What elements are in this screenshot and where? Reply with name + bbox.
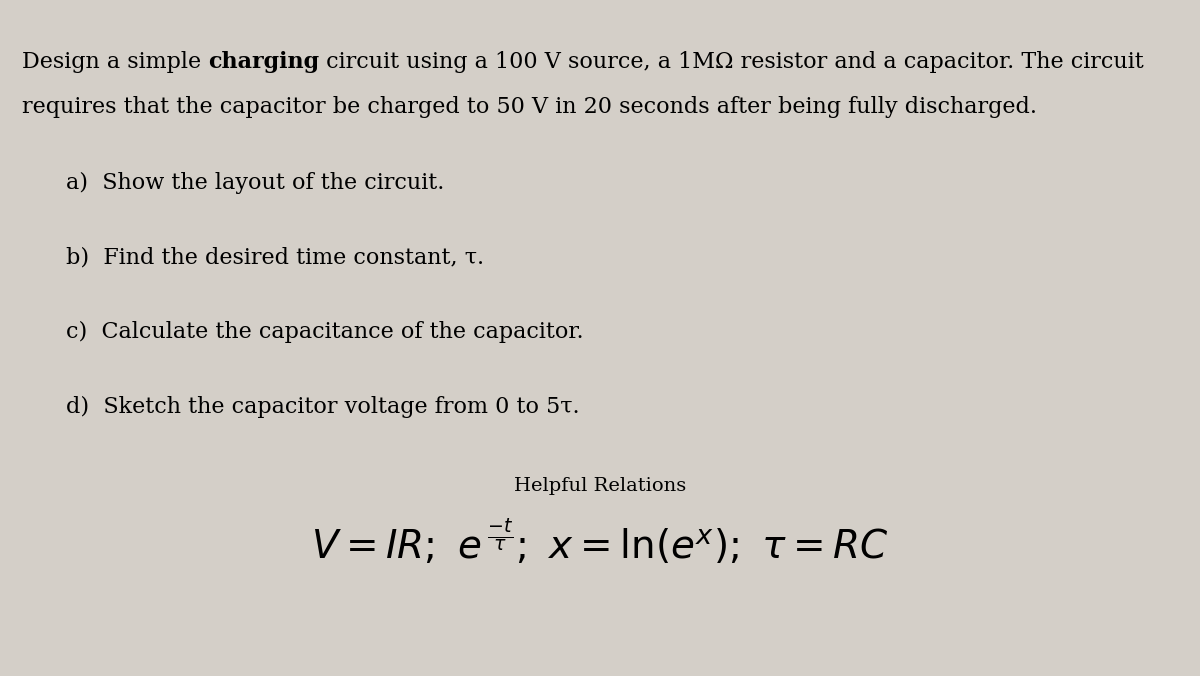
Text: charging: charging [208,51,319,73]
Text: b)  Find the desired time constant, τ.: b) Find the desired time constant, τ. [66,247,484,269]
Text: d)  Sketch the capacitor voltage from 0 to 5τ.: d) Sketch the capacitor voltage from 0 t… [66,395,580,418]
Text: requires that the capacitor be charged to 50 V in 20 seconds after being fully d: requires that the capacitor be charged t… [22,96,1037,118]
Text: a)  Show the layout of the circuit.: a) Show the layout of the circuit. [66,172,444,195]
Text: Helpful Relations: Helpful Relations [514,477,686,495]
Text: c)  Calculate the capacitance of the capacitor.: c) Calculate the capacitance of the capa… [66,321,583,343]
Text: Design a simple: Design a simple [22,51,208,73]
Text: $V = IR;\ e\,^{\frac{-t}{\tau}};\ x = \ln(e^{x});\ \tau = RC$: $V = IR;\ e\,^{\frac{-t}{\tau}};\ x = \l… [311,517,889,567]
Text: circuit using a 100 V source, a 1MΩ resistor and a capacitor. The circuit: circuit using a 100 V source, a 1MΩ resi… [319,51,1144,73]
